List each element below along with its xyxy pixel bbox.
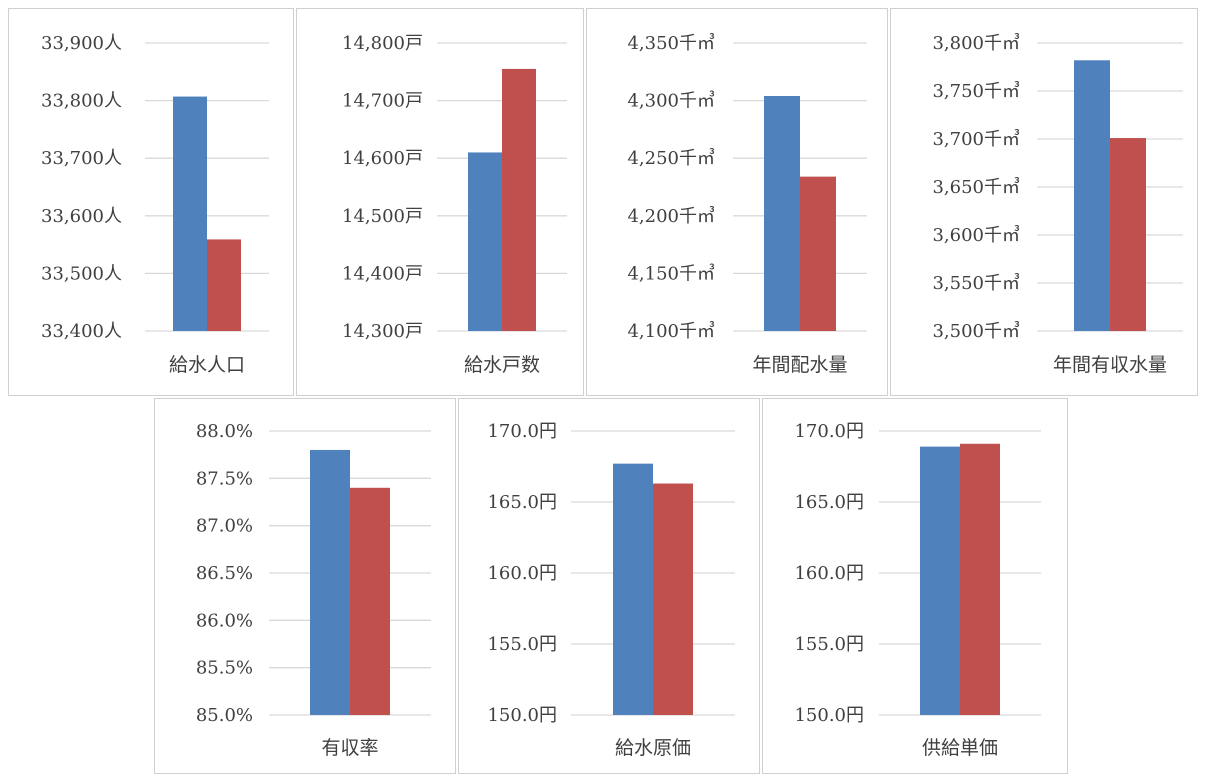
- bar-series-2: [1110, 138, 1146, 331]
- y-tick-label: 3,800千㎥: [932, 33, 1020, 54]
- y-tick-label: 150.0円: [794, 705, 864, 726]
- y-tick-label: 33,900人: [41, 33, 122, 54]
- bar-series-1: [1074, 60, 1110, 331]
- y-tick-label: 160.0円: [794, 563, 864, 584]
- chart-panel-1: 33,400人 33,500人 33,600人 33,700人 33,800人 33,90…: [8, 8, 294, 396]
- bar-series-1: [310, 449, 350, 715]
- y-tick-label: 33,400人: [41, 321, 122, 342]
- chart-panel-3: 4,100千㎥ 4,150千㎥ 4,200千㎥ 4,250千㎥ 4,300千㎥ 4,350…: [586, 8, 888, 396]
- chart-panel-5: 85.0% 85.5% 86.0% 86.5% 87.0% 87.5% 88.0% 有収率: [154, 398, 456, 774]
- chart-panel-2: 14,300戸 14,400戸 14,500戸 14,600戸 14,700戸 14,80…: [296, 8, 584, 396]
- chart-panel-4: 3,500千㎥ 3,550千㎥ 3,600千㎥ 3,650千㎥ 3,700千㎥ 3,750…: [890, 8, 1198, 396]
- bar-series-1: [173, 96, 207, 332]
- y-tick-label: 150.0円: [487, 705, 557, 726]
- y-tick-label: 155.0円: [487, 634, 557, 655]
- y-tick-label: 160.0円: [487, 563, 557, 584]
- y-tick-label: 170.0円: [794, 421, 864, 442]
- y-tick-label: 14,300戸: [342, 321, 423, 342]
- y-tick-label: 4,200千㎥: [627, 206, 715, 227]
- y-tick-label: 86.0%: [196, 610, 253, 631]
- chart-svg-3: 4,100千㎥ 4,150千㎥ 4,200千㎥ 4,250千㎥ 4,300千㎥ 4,350…: [627, 33, 867, 376]
- chart-panel-7: 150.0円 155.0円 160.0円 165.0円 170.0円供給単価: [762, 398, 1068, 774]
- chart-svg-2: 14,300戸 14,400戸 14,500戸 14,600戸 14,700戸 14,80…: [342, 33, 567, 376]
- y-tick-label: 165.0円: [487, 492, 557, 513]
- y-tick-label: 14,700戸: [342, 91, 423, 112]
- bar-series-1: [764, 95, 800, 331]
- y-tick-label: 33,600人: [41, 206, 122, 227]
- chart-svg-5: 85.0% 85.5% 86.0% 86.5% 87.0% 87.5% 88.0% 有収率: [196, 421, 431, 759]
- bar-series-1: [920, 446, 960, 715]
- y-tick-label: 33,700人: [41, 148, 122, 169]
- bar-series-2: [800, 176, 836, 331]
- y-tick-label: 33,500人: [41, 263, 122, 284]
- y-tick-label: 14,600戸: [342, 148, 423, 169]
- category-label: 給水人口: [169, 354, 245, 376]
- y-tick-label: 14,800戸: [342, 33, 423, 54]
- category-label: 有収率: [321, 737, 378, 759]
- y-tick-label: 170.0円: [487, 421, 557, 442]
- y-tick-label: 3,600千㎥: [932, 225, 1020, 246]
- category-label: 給水戸数: [464, 354, 540, 376]
- bar-series-2: [502, 68, 536, 332]
- y-tick-label: 3,700千㎥: [932, 129, 1020, 150]
- y-tick-label: 85.0%: [196, 705, 253, 726]
- bar-series-2: [350, 487, 390, 715]
- y-tick-label: 33,800人: [41, 91, 122, 112]
- y-tick-label: 3,500千㎥: [932, 321, 1020, 342]
- y-tick-label: 4,300千㎥: [627, 91, 715, 112]
- y-tick-label: 4,100千㎥: [627, 321, 715, 342]
- y-tick-label: 4,350千㎥: [627, 33, 715, 54]
- chart-svg-4: 3,500千㎥ 3,550千㎥ 3,600千㎥ 3,650千㎥ 3,700千㎥ 3,750…: [932, 33, 1183, 376]
- y-tick-label: 165.0円: [794, 492, 864, 513]
- category-label: 給水原価: [615, 737, 691, 759]
- category-label: 供給単価: [922, 737, 998, 759]
- y-tick-label: 87.0%: [196, 516, 253, 537]
- chart-svg-1: 33,400人 33,500人 33,600人 33,700人 33,800人 33,90…: [41, 33, 269, 376]
- y-tick-label: 155.0円: [794, 634, 864, 655]
- category-label: 年間配水量: [752, 354, 847, 376]
- y-tick-label: 14,500戸: [342, 206, 423, 227]
- y-tick-label: 88.0%: [196, 421, 253, 442]
- bar-series-1: [613, 463, 653, 715]
- y-tick-label: 14,400戸: [342, 263, 423, 284]
- bar-series-2: [207, 239, 241, 331]
- y-tick-label: 3,550千㎥: [932, 273, 1020, 294]
- y-tick-label: 3,650千㎥: [932, 177, 1020, 198]
- chart-panel-6: 150.0円 155.0円 160.0円 165.0円 170.0円給水原価: [458, 398, 760, 774]
- y-tick-label: 86.5%: [196, 563, 253, 584]
- y-tick-label: 4,150千㎥: [627, 263, 715, 284]
- y-tick-label: 3,750千㎥: [932, 81, 1020, 102]
- y-tick-label: 85.5%: [196, 658, 253, 679]
- category-label: 年間有収水量: [1053, 354, 1167, 376]
- y-tick-label: 4,250千㎥: [627, 148, 715, 169]
- bar-series-1: [468, 152, 502, 331]
- bar-series-2: [653, 483, 693, 715]
- bar-series-2: [960, 443, 1000, 715]
- y-tick-label: 87.5%: [196, 468, 253, 489]
